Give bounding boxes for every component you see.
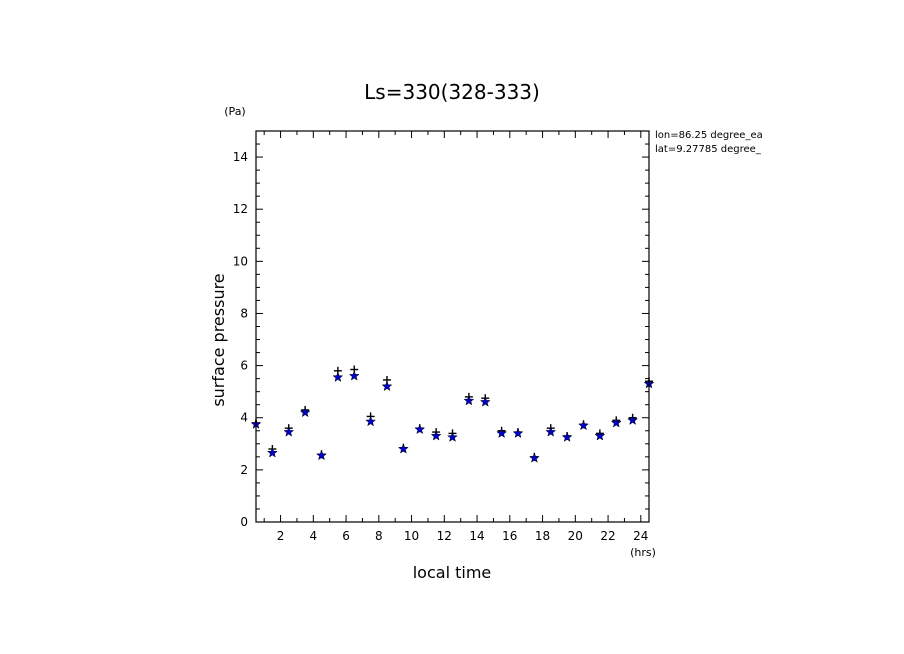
data-point-star	[496, 427, 508, 438]
y-tick-label: 14	[233, 150, 248, 164]
y-tick-label: 0	[240, 515, 248, 529]
data-point-star	[610, 417, 622, 428]
data-point-star	[447, 431, 458, 442]
data-point-star	[283, 426, 295, 437]
data-point-star	[365, 415, 377, 427]
data-point-star	[316, 449, 327, 461]
y-tick-label: 12	[233, 202, 248, 216]
marks-layer	[250, 365, 655, 463]
x-unit-label: (hrs)	[630, 546, 656, 559]
lon-annotation: lon=86.25 degree_ea	[655, 130, 763, 141]
y-unit-label: (Pa)	[224, 105, 245, 118]
data-point-star	[430, 430, 442, 441]
x-tick-label: 22	[600, 529, 615, 543]
data-point-star	[627, 414, 639, 425]
x-tick-label: 8	[375, 529, 383, 543]
data-point-star	[528, 452, 540, 463]
data-point-star	[594, 430, 606, 441]
data-point-star	[299, 406, 311, 418]
data-point-star	[332, 371, 344, 382]
y-tick-label: 2	[240, 463, 248, 477]
data-point-star	[545, 426, 557, 437]
x-tick-label: 6	[342, 529, 350, 543]
data-point-star	[414, 423, 426, 435]
y-tick-label: 6	[240, 359, 248, 373]
y-axis-label: surface pressure	[209, 273, 228, 406]
x-tick-label: 12	[437, 529, 452, 543]
x-axis-label: local time	[413, 563, 492, 582]
y-tick-label: 4	[240, 411, 248, 425]
x-tick-label: 14	[469, 529, 484, 543]
data-point-star	[397, 443, 409, 454]
x-tick-label: 2	[277, 529, 285, 543]
data-point-star	[266, 447, 278, 458]
data-point-star	[381, 380, 393, 392]
data-point-star	[578, 419, 589, 431]
data-point-star	[463, 395, 475, 406]
x-tick-label: 24	[633, 529, 648, 543]
x-tick-label: 4	[309, 529, 317, 543]
y-tick-label: 10	[233, 254, 248, 268]
y-tick-label: 8	[240, 306, 248, 320]
chart-title: Ls=330(328-333)	[364, 80, 540, 104]
plot-frame	[255, 130, 650, 523]
data-point-star	[561, 431, 573, 442]
x-tick-label: 10	[404, 529, 419, 543]
data-point-star	[512, 427, 524, 438]
lat-annotation: lat=9.27785 degree_	[655, 144, 762, 155]
x-tick-label: 16	[502, 529, 517, 543]
x-tick-label: 18	[535, 529, 550, 543]
data-point-star	[479, 396, 491, 407]
x-tick-label: 20	[568, 529, 583, 543]
data-point-star	[348, 370, 360, 381]
